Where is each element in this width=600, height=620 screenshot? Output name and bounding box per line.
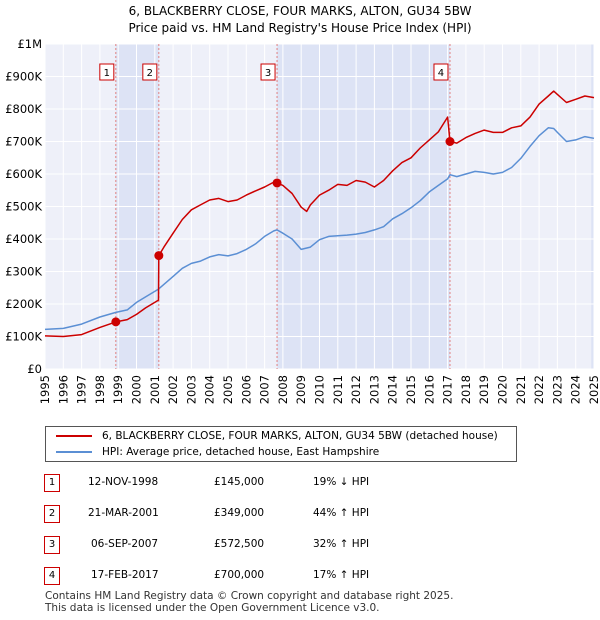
y-tick-label: £400K bbox=[5, 232, 42, 246]
x-tick-label: 2000 bbox=[130, 375, 144, 404]
x-tick-label: 1996 bbox=[56, 375, 70, 404]
x-tick-label: 2017 bbox=[441, 375, 455, 404]
transaction-date: 06-SEP-2007 bbox=[91, 538, 159, 550]
property-series-line bbox=[44, 90, 595, 338]
transaction-price: £349,000 bbox=[214, 507, 265, 519]
transaction-marker-label: 2 bbox=[147, 68, 153, 79]
transaction-date: 21-MAR-2001 bbox=[88, 507, 159, 519]
x-tick-label: 2019 bbox=[477, 375, 491, 404]
x-tick-label: 1998 bbox=[93, 375, 107, 404]
x-tick-label: 2024 bbox=[569, 375, 583, 404]
x-tick-label: 2010 bbox=[313, 375, 327, 404]
transaction-date: 17-FEB-2017 bbox=[91, 569, 159, 581]
transaction-marker-box bbox=[99, 63, 115, 81]
legend-label-property: 6, BLACKBERRY CLOSE, FOUR MARKS, ALTON, … bbox=[102, 430, 498, 442]
legend-swatch-hpi bbox=[56, 451, 92, 453]
legend-entry-property: 6, BLACKBERRY CLOSE, FOUR MARKS, ALTON, … bbox=[56, 428, 498, 444]
transaction-point bbox=[111, 317, 121, 327]
legend-swatch-property bbox=[56, 435, 92, 437]
transaction-badge: 1 bbox=[44, 474, 60, 492]
x-tick-label: 2001 bbox=[148, 375, 162, 404]
x-tick-label: 2014 bbox=[386, 375, 400, 404]
x-tick-label: 2005 bbox=[221, 375, 235, 404]
y-tick-label: £300K bbox=[5, 265, 42, 279]
transaction-price: £145,000 bbox=[214, 476, 265, 488]
x-tick-label: 2020 bbox=[496, 375, 510, 404]
transaction-point bbox=[445, 137, 455, 146]
y-tick-label: £500K bbox=[5, 200, 42, 214]
footer-copyright: Contains HM Land Registry data © Crown c… bbox=[45, 590, 454, 602]
transaction-hpi-diff: 44% ↑ HPI bbox=[313, 507, 370, 519]
x-tick-label: 2003 bbox=[184, 375, 198, 404]
transaction-hpi-diff: 19% ↓ HPI bbox=[313, 476, 370, 488]
transaction-marker-label: 4 bbox=[438, 68, 444, 79]
x-tick-label: 2022 bbox=[532, 375, 546, 404]
x-tick-label: 2006 bbox=[239, 375, 253, 404]
chart-legend: 6, BLACKBERRY CLOSE, FOUR MARKS, ALTON, … bbox=[45, 426, 517, 462]
transaction-badge: 4 bbox=[44, 567, 60, 585]
transaction-price: £700,000 bbox=[214, 569, 265, 581]
legend-entry-hpi: HPI: Average price, detached house, East… bbox=[56, 444, 379, 460]
x-tick-label: 2009 bbox=[294, 375, 308, 404]
y-tick-label: £100K bbox=[5, 330, 42, 344]
transaction-date: 12-NOV-1998 bbox=[88, 476, 159, 488]
transaction-marker-box bbox=[433, 63, 449, 81]
x-tick-label: 2004 bbox=[203, 375, 217, 404]
transaction-price: £572,500 bbox=[214, 538, 265, 550]
x-tick-label: 2016 bbox=[422, 375, 436, 404]
hpi-series-line bbox=[44, 127, 595, 331]
transaction-marker-box bbox=[260, 63, 276, 81]
x-tick-label: 2013 bbox=[367, 375, 381, 404]
transaction-row: 1 12-NOV-1998 £145,000 19% ↓ HPI bbox=[0, 474, 600, 494]
x-tick-label: 2023 bbox=[550, 375, 564, 404]
y-tick-label: £800K bbox=[5, 102, 42, 116]
y-tick-label: £700K bbox=[5, 135, 42, 149]
x-tick-label: 2008 bbox=[276, 375, 290, 404]
y-tick-label: £1M bbox=[17, 37, 42, 51]
price-chart: £0 £100K £200K £300K £400K £500K £600K £700K £80… bbox=[5, 37, 600, 404]
x-tick-label: 1995 bbox=[38, 375, 52, 404]
transaction-row: 2 21-MAR-2001 £349,000 44% ↑ HPI bbox=[0, 505, 600, 525]
y-tick-label: £900K bbox=[5, 70, 42, 84]
transaction-row: 3 06-SEP-2007 £572,500 32% ↑ HPI bbox=[0, 536, 600, 556]
x-tick-label: 2025 bbox=[587, 375, 600, 404]
x-tick-label: 1999 bbox=[111, 375, 125, 404]
footer-licence: This data is licensed under the Open Gov… bbox=[45, 602, 380, 614]
x-tick-label: 2002 bbox=[166, 375, 180, 404]
x-tick-label: 1997 bbox=[75, 375, 89, 404]
x-tick-label: 2021 bbox=[514, 375, 528, 404]
transaction-badge: 3 bbox=[44, 536, 60, 554]
x-tick-label: 2015 bbox=[404, 375, 418, 404]
transaction-point bbox=[154, 251, 164, 261]
chart-subtitle: Price paid vs. HM Land Registry's House … bbox=[128, 21, 472, 35]
transaction-badge: 2 bbox=[44, 505, 60, 523]
y-tick-label: £200K bbox=[5, 297, 42, 311]
transaction-hpi-diff: 17% ↑ HPI bbox=[313, 569, 370, 581]
x-tick-label: 2007 bbox=[258, 375, 272, 404]
transaction-point bbox=[272, 178, 282, 188]
transaction-marker-label: 3 bbox=[265, 68, 271, 79]
x-tick-label: 2011 bbox=[331, 375, 345, 404]
x-tick-label: 2012 bbox=[349, 375, 363, 404]
chart-title: 6, BLACKBERRY CLOSE, FOUR MARKS, ALTON, … bbox=[128, 4, 472, 18]
transaction-marker-label: 1 bbox=[104, 68, 110, 79]
transaction-row: 4 17-FEB-2017 £700,000 17% ↑ HPI bbox=[0, 567, 600, 587]
y-tick-label: £0 bbox=[27, 362, 42, 376]
x-tick-label: 2018 bbox=[459, 375, 473, 404]
y-tick-label: £600K bbox=[5, 167, 42, 181]
transaction-marker-box bbox=[142, 63, 158, 81]
transaction-hpi-diff: 32% ↑ HPI bbox=[313, 538, 370, 550]
legend-label-hpi: HPI: Average price, detached house, East… bbox=[102, 446, 380, 458]
